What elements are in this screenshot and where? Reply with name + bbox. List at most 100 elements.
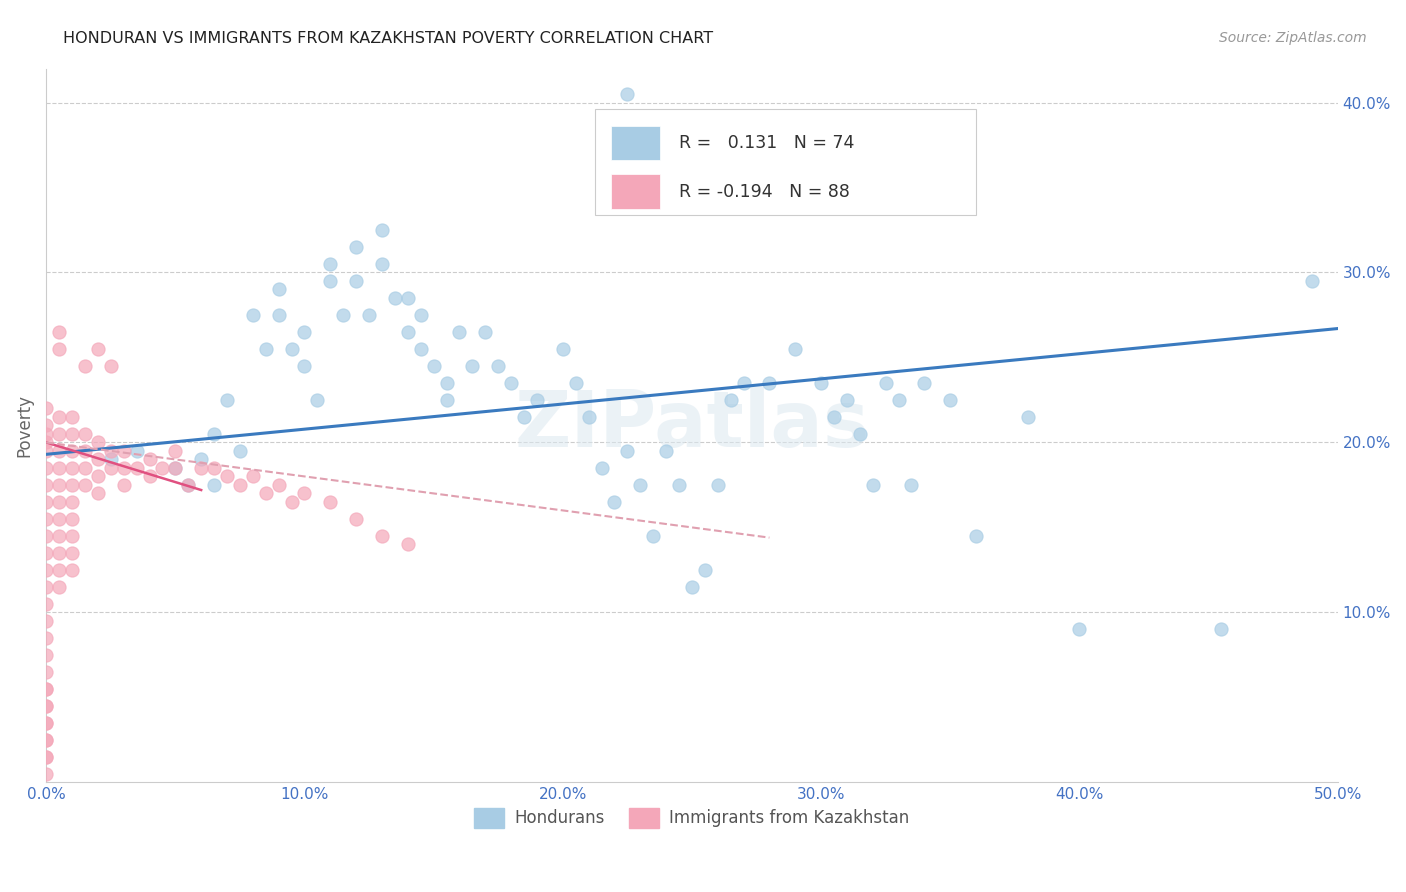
Point: [912, 376, 935, 390]
Point: [35, 529, 58, 543]
Point: [436, 392, 458, 407]
Point: [48, 495, 70, 509]
FancyBboxPatch shape: [595, 109, 976, 215]
Point: [526, 392, 548, 407]
Point: [87, 342, 110, 356]
Point: [138, 469, 160, 483]
Point: [73, 359, 96, 373]
Y-axis label: Poverty: Poverty: [15, 394, 32, 457]
Point: [73, 444, 96, 458]
Point: [229, 478, 252, 492]
Point: [835, 392, 858, 407]
Point: [344, 274, 367, 288]
Point: [35, 698, 58, 713]
Point: [35, 563, 58, 577]
Point: [564, 376, 586, 390]
Point: [35, 580, 58, 594]
Point: [165, 461, 187, 475]
Point: [280, 342, 302, 356]
Point: [35, 546, 58, 560]
Point: [409, 342, 432, 356]
Point: [177, 478, 200, 492]
Point: [254, 486, 277, 500]
Point: [578, 409, 600, 424]
Point: [165, 444, 187, 458]
Point: [87, 469, 110, 483]
Point: [60, 461, 83, 475]
Point: [655, 444, 678, 458]
Point: [319, 274, 342, 288]
Point: [73, 478, 96, 492]
Point: [242, 308, 264, 322]
Point: [35, 749, 58, 764]
Point: [436, 376, 458, 390]
Point: [48, 342, 70, 356]
Point: [267, 283, 290, 297]
Point: [48, 478, 70, 492]
Point: [35, 444, 58, 458]
Point: [720, 392, 742, 407]
Point: [616, 444, 638, 458]
Point: [319, 495, 342, 509]
Point: [332, 308, 354, 322]
Point: [48, 325, 70, 339]
Point: [48, 444, 70, 458]
Point: [35, 614, 58, 628]
Point: [396, 291, 419, 305]
Point: [254, 342, 277, 356]
Point: [35, 418, 58, 433]
Point: [396, 325, 419, 339]
Point: [112, 478, 135, 492]
Point: [60, 409, 83, 424]
Point: [48, 546, 70, 560]
Point: [87, 452, 110, 467]
Point: [202, 478, 225, 492]
Point: [229, 444, 252, 458]
Point: [319, 257, 342, 271]
Point: [294, 486, 316, 500]
Point: [1017, 409, 1039, 424]
Point: [73, 426, 96, 441]
Point: [100, 444, 122, 458]
Point: [35, 715, 58, 730]
Point: [371, 529, 394, 543]
Point: [409, 308, 432, 322]
Point: [384, 291, 406, 305]
Point: [35, 681, 58, 696]
Point: [35, 665, 58, 679]
Point: [165, 461, 187, 475]
Legend: Hondurans, Immigrants from Kazakhstan: Hondurans, Immigrants from Kazakhstan: [467, 801, 917, 835]
Point: [60, 426, 83, 441]
Text: R = -0.194   N = 88: R = -0.194 N = 88: [679, 183, 849, 201]
Point: [294, 359, 316, 373]
Point: [35, 478, 58, 492]
Point: [35, 681, 58, 696]
Point: [35, 749, 58, 764]
Point: [758, 376, 780, 390]
Point: [591, 461, 613, 475]
Point: [965, 529, 987, 543]
Point: [396, 537, 419, 551]
Point: [138, 452, 160, 467]
Point: [202, 461, 225, 475]
Point: [190, 452, 212, 467]
Point: [939, 392, 962, 407]
Point: [60, 546, 83, 560]
Point: [668, 478, 690, 492]
Point: [35, 631, 58, 645]
Point: [823, 409, 845, 424]
Point: [100, 359, 122, 373]
Point: [486, 359, 509, 373]
Point: [100, 461, 122, 475]
Point: [849, 426, 872, 441]
Point: [35, 767, 58, 781]
Point: [551, 342, 574, 356]
Point: [48, 529, 70, 543]
Point: [48, 461, 70, 475]
Point: [733, 376, 755, 390]
Point: [280, 495, 302, 509]
Point: [215, 469, 238, 483]
Point: [112, 444, 135, 458]
Point: [785, 342, 807, 356]
Point: [371, 223, 394, 237]
